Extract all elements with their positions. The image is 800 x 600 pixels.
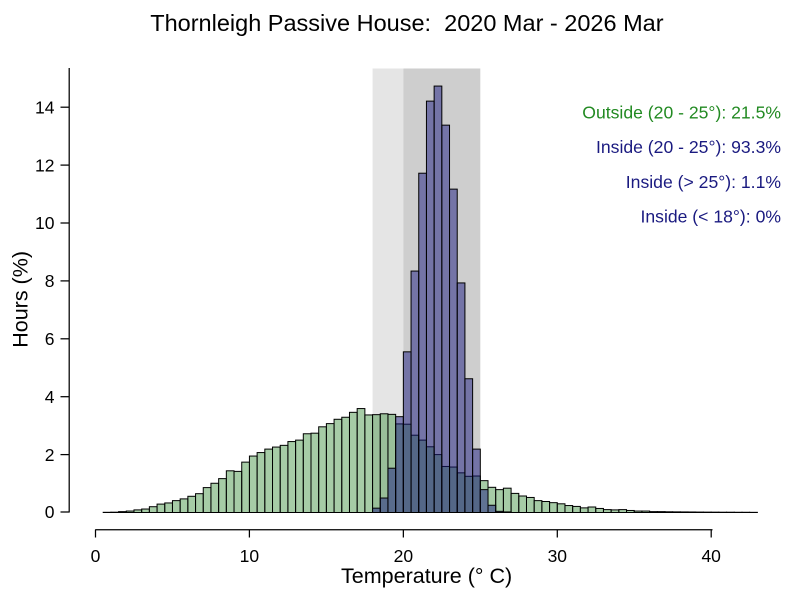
svg-text:Outside (20 - 25°): 21.5%: Outside (20 - 25°): 21.5% xyxy=(582,103,781,123)
svg-text:Inside (20 - 25°): 93.3%: Inside (20 - 25°): 93.3% xyxy=(596,137,781,157)
svg-text:30: 30 xyxy=(548,546,568,566)
svg-text:Temperature (° C): Temperature (° C) xyxy=(341,564,512,588)
svg-text:4: 4 xyxy=(45,387,55,407)
svg-text:20: 20 xyxy=(394,546,414,566)
svg-text:14: 14 xyxy=(35,97,55,117)
svg-text:8: 8 xyxy=(45,271,55,291)
svg-text:2: 2 xyxy=(45,445,55,465)
svg-text:0: 0 xyxy=(91,546,101,566)
svg-text:0: 0 xyxy=(45,502,55,522)
svg-text:10: 10 xyxy=(35,213,55,233)
svg-text:12: 12 xyxy=(35,155,54,175)
svg-text:Hours (%): Hours (%) xyxy=(9,251,33,348)
svg-text:Inside (< 18°): 0%: Inside (< 18°): 0% xyxy=(640,207,781,227)
svg-text:Inside (> 25°): 1.1%: Inside (> 25°): 1.1% xyxy=(626,172,782,192)
svg-text:Thornleigh Passive House: 202: Thornleigh Passive House: 2020 Mar - 202… xyxy=(150,10,664,36)
svg-text:40: 40 xyxy=(701,546,721,566)
svg-text:10: 10 xyxy=(240,546,260,566)
svg-text:6: 6 xyxy=(45,329,55,349)
